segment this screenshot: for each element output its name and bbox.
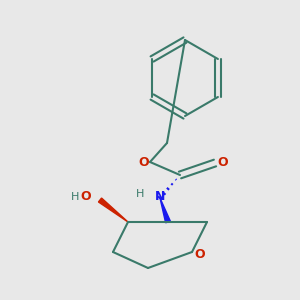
Text: O: O [81,190,91,203]
Text: O: O [139,155,149,169]
Polygon shape [98,198,128,222]
Polygon shape [160,198,170,223]
Text: O: O [195,248,205,260]
Text: H: H [71,192,79,202]
Text: H: H [136,189,144,199]
Text: N: N [155,190,165,203]
Text: O: O [218,157,228,169]
